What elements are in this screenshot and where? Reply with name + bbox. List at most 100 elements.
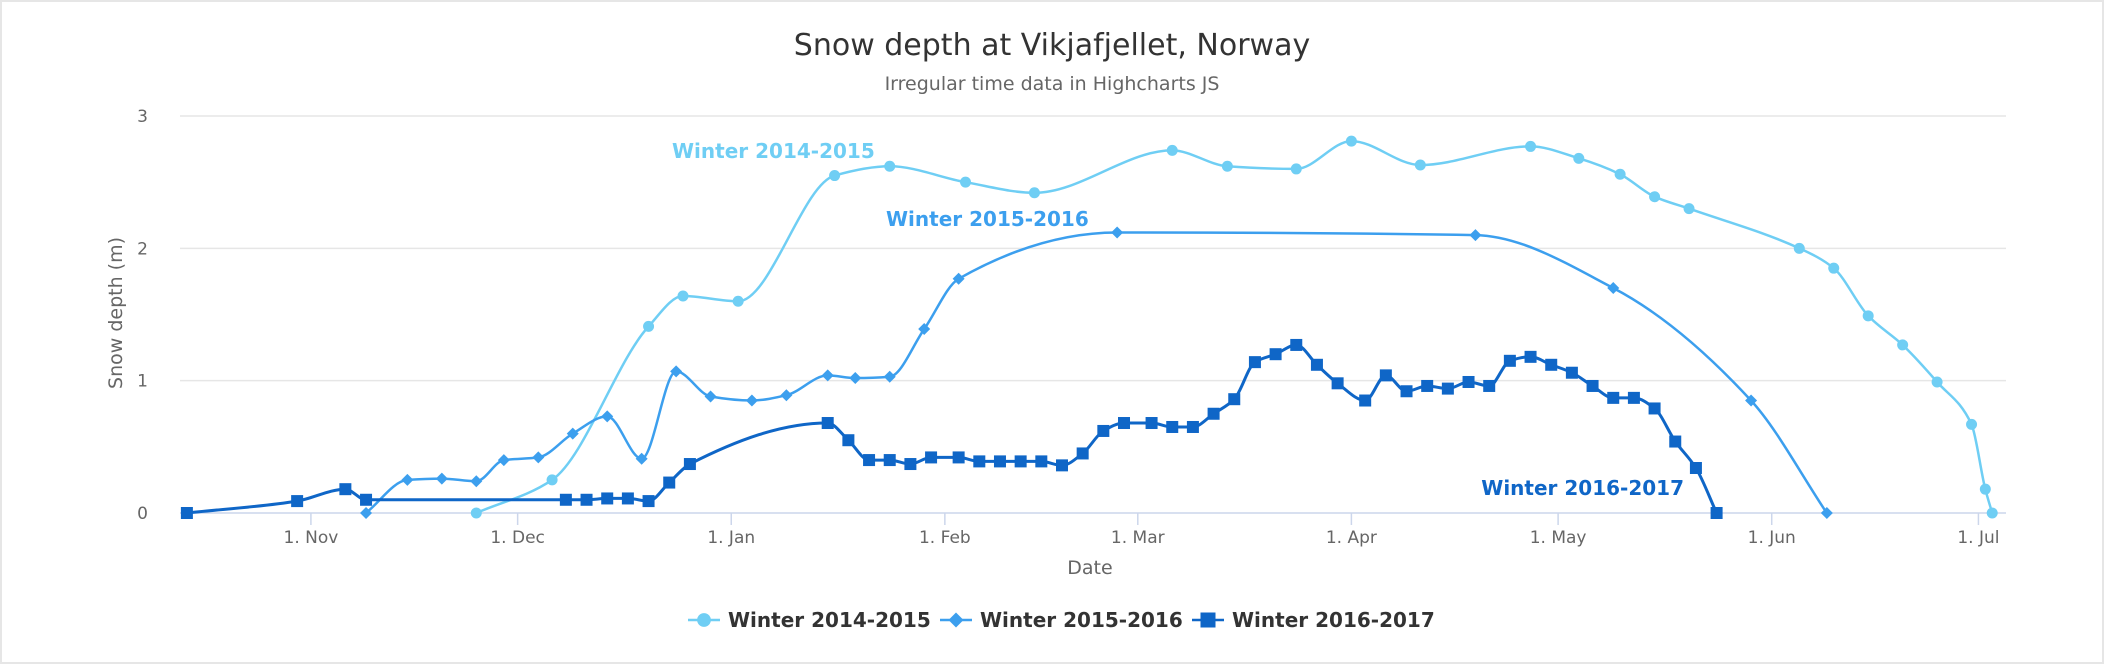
data-point [559, 493, 572, 506]
data-point [829, 170, 841, 182]
y-axis-title: Snow depth (m) [105, 237, 127, 389]
data-point [1862, 310, 1874, 322]
data-point [1683, 203, 1695, 215]
legend-label: Winter 2014-2015 [728, 608, 931, 632]
data-point [1607, 391, 1620, 404]
data-point [1820, 507, 1833, 519]
series-group [180, 135, 1998, 519]
legend-marker [1200, 612, 1216, 628]
axes: 0 1 2 3 1. Nov 1. Dec 1. Jan 1. Feb 1. Mar 1. Apr… [137, 107, 2006, 548]
data-point [1028, 187, 1040, 199]
data-point [642, 495, 655, 508]
legend-label: Winter 2015-2016 [980, 608, 1183, 632]
legend-label: Winter 2016-2017 [1232, 608, 1435, 632]
data-point [1166, 144, 1178, 156]
data-point [1607, 282, 1620, 295]
y-tick-label: 3 [137, 107, 148, 127]
data-point [601, 410, 614, 423]
data-point [1648, 402, 1661, 415]
data-point [1055, 459, 1068, 472]
data-point [339, 483, 352, 496]
data-point [1441, 382, 1454, 395]
chart-title: Snow depth at Vikjafjellet, Norway [794, 28, 1310, 63]
y-tick-label: 0 [137, 504, 148, 524]
data-point [1689, 462, 1702, 475]
x-tick-label: 1. Jun [1748, 528, 1796, 548]
data-point [360, 493, 373, 506]
data-point [1986, 507, 1998, 519]
series-line [365, 231, 1828, 514]
data-point [1118, 417, 1131, 430]
legend-item-1: Winter 2014-2015 [688, 608, 931, 632]
data-point [1462, 375, 1475, 388]
data-point [401, 473, 414, 486]
data-point [1669, 435, 1682, 448]
data-point [1979, 483, 1991, 495]
data-point [1545, 358, 1558, 371]
data-point [566, 427, 579, 440]
data-point [1793, 242, 1805, 254]
data-point [1228, 393, 1241, 406]
data-point [925, 451, 938, 464]
data-point [973, 455, 986, 468]
data-point [1014, 455, 1027, 468]
data-point [1573, 152, 1585, 164]
x-tick-label: 1. Apr [1326, 528, 1377, 548]
series-annotation: Winter 2015-2016 [886, 207, 1089, 231]
data-point [1586, 379, 1599, 392]
data-point [1379, 369, 1392, 382]
x-tick-label: 1. Dec [490, 528, 545, 548]
data-point [745, 394, 758, 407]
data-point [1186, 420, 1199, 433]
data-point [952, 451, 965, 464]
series-1 [470, 135, 1998, 519]
data-point [601, 492, 614, 505]
data-point [1097, 424, 1110, 437]
data-point [704, 390, 717, 403]
data-point [1966, 418, 1978, 430]
data-point [1145, 417, 1158, 430]
legend-marker [697, 613, 711, 627]
data-point [635, 452, 648, 465]
data-point [918, 323, 931, 336]
data-point [904, 458, 917, 471]
data-point [883, 370, 896, 383]
data-point [435, 472, 448, 485]
data-point [1035, 455, 1048, 468]
data-point [1710, 507, 1723, 519]
data-point [960, 176, 972, 188]
series-annotation: Winter 2014-2015 [672, 139, 875, 163]
data-point [780, 389, 793, 402]
data-point [1931, 376, 1943, 388]
x-axis-title: Date [1067, 557, 1112, 579]
data-point [1290, 338, 1303, 351]
data-point [1331, 377, 1344, 390]
data-point [470, 475, 483, 488]
x-tick-label: 1. Feb [919, 528, 971, 548]
data-point [291, 495, 304, 508]
data-point [497, 454, 510, 467]
data-point [1565, 366, 1578, 379]
series-annotation: Winter 2016-2017 [1481, 476, 1684, 500]
data-point [1290, 163, 1302, 175]
data-point [670, 365, 683, 378]
legend-marker [948, 612, 964, 628]
data-point [1524, 350, 1537, 363]
data-point [1897, 339, 1909, 351]
data-point [1076, 447, 1089, 460]
x-tick-label: 1. Mar [1111, 528, 1165, 548]
data-point [1469, 229, 1482, 242]
x-tick-label: 1. Nov [284, 528, 339, 548]
x-tick-label: 1. Jan [707, 528, 755, 548]
x-tick-label: 1. Jul [1957, 528, 1999, 548]
series-annotations: Winter 2014-2015 Winter 2015-2016 Winter 2… [672, 139, 1684, 500]
grid-lines [180, 115, 2006, 382]
data-point [1525, 140, 1537, 152]
data-point [1166, 420, 1179, 433]
data-point [993, 455, 1006, 468]
data-point [1627, 391, 1640, 404]
data-point [470, 507, 482, 519]
y-tick-label: 2 [137, 239, 148, 259]
x-tick-label: 1. May [1530, 528, 1587, 548]
data-point [952, 272, 965, 285]
